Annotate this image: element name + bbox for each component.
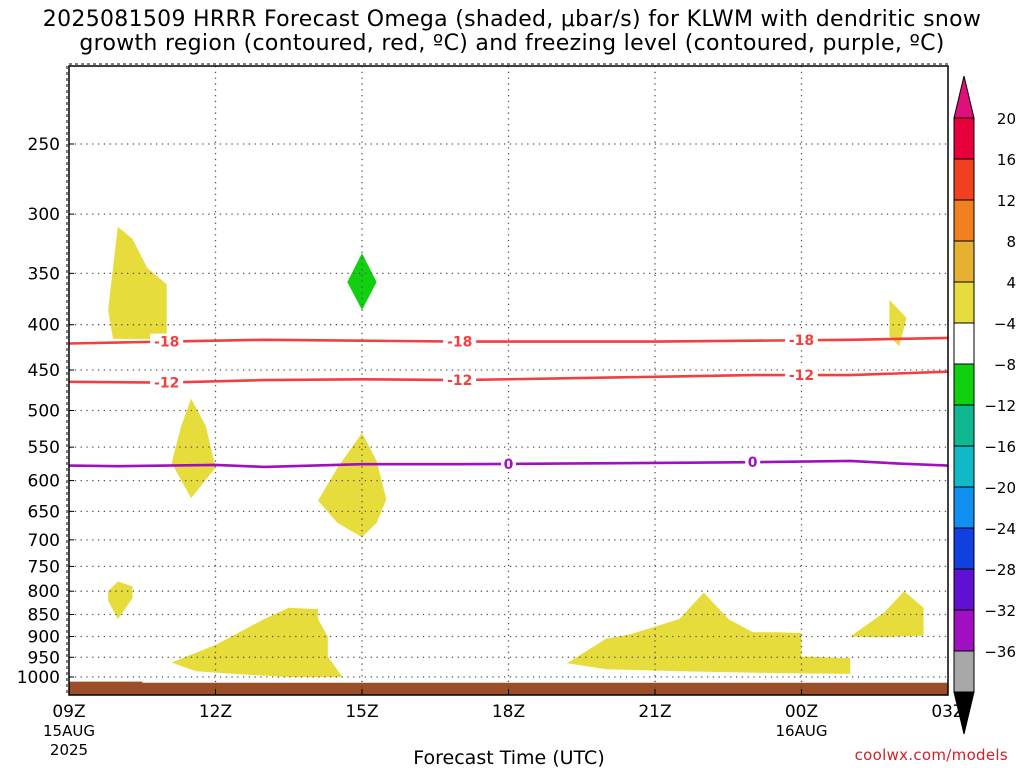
colorbar-label-13: −32 (984, 602, 1016, 620)
y-tick-label-900: 900 (28, 627, 60, 647)
y-tick-label-300: 300 (28, 205, 60, 225)
contour-label-bg-0-0 (150, 333, 184, 350)
x-tick-label-0: 09Z (52, 702, 85, 722)
colorbar-label-7: −8 (994, 356, 1016, 374)
y-tick-label-600: 600 (28, 472, 60, 492)
y-tick-label-400: 400 (28, 316, 60, 336)
colorbar-label-2: 16 (997, 151, 1016, 169)
y-tick-label-450: 450 (28, 361, 60, 381)
colorbar-label-9: −16 (984, 438, 1016, 456)
y-tick-label-750: 750 (28, 557, 60, 577)
credit-link[interactable]: coolwx.com/models (854, 746, 1008, 764)
contour-label--12-1: -12 (447, 373, 472, 389)
y-axis: 2503003504004505005506006507007508008509… (17, 135, 74, 688)
omega-shading (108, 226, 924, 677)
contour-label-0-0: 0 (504, 457, 514, 473)
contour-line-0 (68, 459, 949, 469)
colorbar-label-12: −28 (984, 561, 1016, 579)
colorbar-swatch-10 (953, 486, 975, 529)
x-tick-year-0: 2025 (50, 741, 88, 759)
colorbar-swatch-11 (953, 527, 975, 570)
omega-region-7 (171, 607, 343, 677)
colorbar-bottom-arrow (953, 691, 975, 735)
omega-region-4 (171, 398, 216, 499)
colorbar: 20 16 12 8 4 −4 −8 −12 −16 −20 −24 −28 −32 −36 (953, 75, 1016, 735)
y-tick-label-1000: 1000 (17, 668, 60, 688)
colorbar-swatch-2 (953, 158, 975, 201)
colorbar-swatch-6 (953, 322, 975, 365)
contour-label--18-2: -18 (789, 333, 814, 349)
y-tick-label-850: 850 (28, 606, 60, 626)
contour-label--18-0: -18 (154, 335, 179, 351)
contour-lines: -18 -18 -18 -12 -12 -12 0 0 (68, 332, 949, 473)
contour-label--18-1: -18 (447, 335, 472, 351)
colorbar-swatch-14 (953, 650, 975, 693)
colorbar-label-11: −24 (984, 520, 1016, 538)
colorbar-swatch-12 (953, 568, 975, 611)
x-tick-label-3: 18Z (492, 702, 525, 722)
colorbar-swatch-7 (953, 363, 975, 406)
colorbar-swatch-5 (953, 281, 975, 324)
colorbar-swatch-1 (953, 117, 975, 160)
contour-label-bg-1-1 (443, 372, 477, 389)
colorbar-swatch-4 (953, 240, 975, 283)
colorbar-label-6: −4 (994, 315, 1016, 333)
y-tick-label-350: 350 (28, 264, 60, 284)
x-tick-date-5: 16AUG (776, 722, 828, 740)
colorbar-label-8: −12 (984, 397, 1016, 415)
y-tick-label-250: 250 (28, 135, 60, 155)
y-tick-label-550: 550 (28, 438, 60, 458)
omega-region-5 (318, 432, 387, 538)
colorbar-label-1: 20 (997, 110, 1016, 128)
x-tick-label-1: 12Z (199, 702, 232, 722)
contour-label-bg-1-2 (785, 367, 818, 384)
x-tick-label-4: 21Z (638, 702, 671, 722)
colorbar-label-10: −20 (984, 479, 1016, 497)
x-axis-title: Forecast Time (UTC) (413, 747, 604, 768)
omega-region-1 (108, 226, 167, 339)
chart-title-line-2: growth region (contoured, red, ºC) and f… (79, 31, 945, 56)
colorbar-swatch-9 (953, 445, 975, 488)
chart-title-line-1: 2025081509 HRRR Forecast Omega (shaded, … (42, 7, 982, 32)
colorbar-label-5: 4 (1006, 274, 1016, 292)
contour-label-bg-0-2 (785, 332, 818, 349)
colorbar-label-4: 8 (1006, 233, 1016, 251)
chart-title: 2025081509 HRRR Forecast Omega (shaded, … (0, 8, 1024, 56)
colorbar-top-arrow (953, 75, 975, 119)
contour-label-bg-2-0 (501, 455, 516, 472)
colorbar-label-3: 12 (997, 192, 1016, 210)
omega-region-8 (567, 592, 851, 674)
y-tick-label-500: 500 (28, 402, 60, 422)
colorbar-swatch-13 (953, 609, 975, 652)
terrain-fill (69, 681, 948, 695)
y-tick-label-650: 650 (28, 502, 60, 522)
x-tick-label-6: 03Z (931, 702, 964, 722)
y-tick-label-800: 800 (28, 582, 60, 602)
terrain-strip (69, 681, 948, 695)
colorbar-swatch-8 (953, 404, 975, 447)
y-tick-label-700: 700 (28, 531, 60, 551)
contour-label-bg-2-1 (745, 454, 761, 471)
omega-region-6 (108, 581, 133, 619)
contour-label-0-1: 0 (748, 455, 758, 471)
y-tick-label-950: 950 (28, 648, 60, 668)
contour-label--12-2: -12 (789, 368, 814, 384)
colorbar-label-14: −36 (984, 643, 1016, 661)
omega-region-3 (889, 299, 907, 347)
x-tick-label-2: 15Z (345, 702, 378, 722)
contour-label-bg-1-0 (150, 374, 184, 391)
colorbar-swatch-3 (953, 199, 975, 242)
x-tick-date-0: 15AUG (43, 722, 95, 740)
contour-label--12-0: -12 (154, 376, 179, 392)
contour-label-bg-0-1 (443, 333, 477, 350)
x-tick-label-5: 00Z (785, 702, 818, 722)
